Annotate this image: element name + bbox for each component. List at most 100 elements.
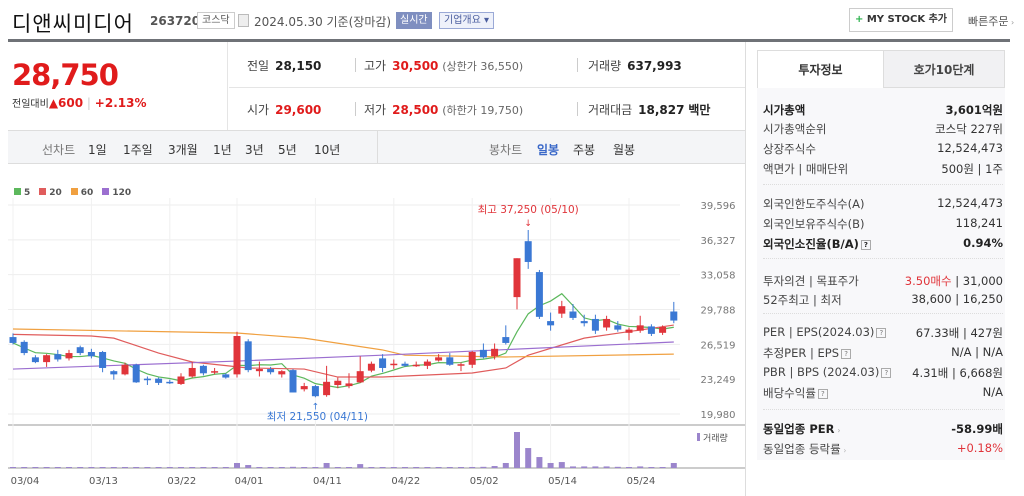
candle-body [591,318,599,331]
trade-amount: 거래대금 18,827 백만 [588,103,711,117]
candle-period-option[interactable]: 주봉 [573,143,596,157]
help-icon[interactable]: ? [881,367,892,378]
candle-body [9,337,17,343]
x-tick-label: 03/04 [11,476,40,487]
candle-body [524,241,532,262]
max-price-annotation: 최고 37,250 (05/10) [478,204,579,216]
info-label: PER | EPS(2024.03)? [763,325,887,341]
info-label: 동일업종 PER › [763,422,841,436]
candle-body [636,325,644,331]
candle-body [513,258,521,298]
candle-body [468,351,476,365]
volume-bar [66,467,72,468]
tab-investment-info[interactable]: 투자정보 [757,50,884,88]
candle-body [177,376,185,384]
legend-ma20: 20 [39,188,62,198]
volume-bar [110,467,117,468]
period-option[interactable]: 1일 [88,143,107,157]
x-tick-label: 05/24 [627,476,656,487]
info-label: 배당수익률? [763,385,828,401]
volume-bar [626,467,632,468]
help-icon[interactable]: ? [841,348,852,359]
volume-bar [267,467,274,468]
candle-body [289,370,297,393]
stock-name: 디앤씨미디어 [12,12,134,36]
volume-bar [222,467,229,468]
volume-bar [469,466,476,468]
period-option[interactable]: 5년 [278,143,297,157]
candle-body [558,306,566,314]
y-tick-label: 33,058 [701,271,736,282]
candle-body [121,364,129,375]
help-icon[interactable]: ? [876,327,887,338]
volume-bar [54,467,61,468]
candle-body [356,371,364,383]
info-value: 12,524,473 [937,196,1003,210]
info-label: 시가총액 [763,103,806,117]
volume-bar [346,467,352,468]
volume-bar [379,467,386,468]
low-price: 저가 28,500 (하한가 19,750) [364,103,524,117]
volume-bar [648,467,655,468]
volume-bar [558,462,565,468]
x-tick-label: 04/01 [235,476,264,487]
high-price: 고가 30,500 (상한가 36,550) [364,59,524,73]
period-option[interactable]: 3년 [245,143,264,157]
info-label: 투자의견 | 목표주가 [763,274,859,288]
period-option[interactable]: 1년 [213,143,232,157]
chart-frame [7,197,745,469]
legend-ma120: 120 [102,188,131,198]
info-row: 액면가 | 매매단위 500원 | 1주 [763,161,1003,177]
candle-body [222,374,230,378]
volume-bar [334,467,341,468]
y-tick-label: 23,249 [701,375,736,386]
price-box [8,42,228,130]
realtime-button[interactable]: 실시간 [396,12,432,29]
volume-bar [480,466,487,468]
help-icon[interactable]: ? [860,239,871,250]
info-label: 추정PER | EPS? [763,345,852,361]
info-label: 액면가 | 매매단위 [763,162,849,176]
candlestick-chart[interactable]: 39,596 36,327 33,058 29,788 26,519 23,249 19,9… [0,0,745,496]
candle-body [412,364,420,367]
candle-period-option[interactable]: 월봉 [613,143,636,157]
info-value: 3.50매수 | 31,000 [904,274,1003,288]
candle-body [446,357,454,365]
info-value: 38,600 | 16,250 [911,292,1003,306]
candle-body [625,329,633,333]
volume-bar [189,467,196,468]
current-price: 28,750 [12,58,119,92]
candle-body [569,311,577,318]
info-value: 67.33배 | 427원 [915,326,1003,340]
volume-bar [581,466,588,468]
market-badge: 코스닥 [197,12,235,29]
period-option[interactable]: 10년 [314,143,341,157]
volume-bar [514,432,520,468]
volume-bar [592,466,599,468]
help-icon[interactable]: ? [817,388,828,399]
info-label: 상장주식수 [763,142,816,156]
tab-order-book[interactable]: 호가10단계 [883,50,1005,88]
volume-bar [368,467,375,468]
period-option[interactable]: 1주일 [123,143,153,157]
mystock-add-button[interactable]: + MY STOCK 추가 [849,8,953,32]
candle-period-option[interactable]: 일봉 [537,143,560,157]
period-option[interactable]: 3개월 [168,143,198,157]
period-bar [8,130,745,164]
volume-bar [424,467,431,468]
quick-order-button[interactable]: 빠른주문 › [968,13,1014,29]
candle-body [267,369,275,373]
candle-chart-label: 봉차트 [489,143,523,157]
x-tick-label: 04/22 [391,476,420,487]
candle-body [143,378,151,381]
company-info-dropdown[interactable]: 기업개요 ▾ [439,12,495,29]
volume-bar [122,467,128,468]
info-label: 52주최고 | 최저 [763,293,842,307]
info-row: 동일업종 PER › -58.99배 [763,421,1003,437]
info-row: 외국인소진율(B/A)? 0.94% [763,236,1003,252]
info-row: 추정PER | EPS? N/A | N/A [763,345,1003,361]
volume-bar [547,462,554,468]
candle-body [311,386,319,397]
info-label: 시가총액순위 [763,122,827,136]
prev-close: 전일 28,150 [247,59,322,73]
